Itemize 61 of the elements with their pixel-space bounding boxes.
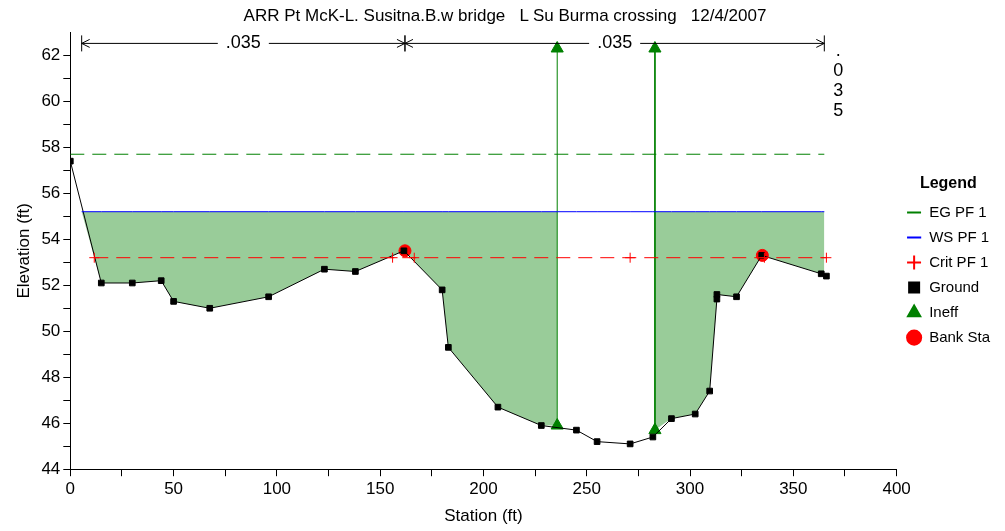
point [97, 279, 105, 287]
point [733, 293, 740, 301]
point [817, 270, 825, 278]
point [438, 286, 446, 294]
point [593, 438, 601, 445]
point [321, 265, 328, 273]
point [537, 422, 545, 429]
x-tick-label: 50 [164, 479, 184, 499]
point [352, 268, 359, 275]
y-tick-label: 48 [41, 366, 61, 386]
y-tick-label: 54 [41, 228, 61, 248]
y-tick-label: 58 [41, 137, 61, 157]
y-tick-label: 52 [41, 274, 61, 294]
point [758, 252, 770, 264]
point [624, 252, 636, 264]
x-tick-label: 300 [675, 479, 705, 499]
x-tick-label: 0 [65, 479, 76, 499]
point [713, 291, 721, 298]
point [88, 252, 100, 264]
legend-title: Legend [919, 174, 977, 192]
y-tick-label: 60 [41, 91, 61, 111]
point [445, 344, 452, 351]
y-tick-label: 44 [41, 458, 61, 478]
point [823, 272, 830, 280]
point [387, 252, 399, 264]
point [706, 387, 713, 395]
legend-label: Ground [929, 277, 980, 295]
x-tick-label: 350 [779, 479, 808, 499]
point [649, 433, 657, 441]
legend-label: Bank Sta [929, 327, 991, 345]
legend-label: Ineff [929, 302, 959, 320]
point [408, 252, 420, 264]
annotation: .035 [225, 32, 261, 53]
point [157, 277, 165, 285]
y-tick-label: 56 [41, 183, 61, 203]
point [128, 279, 136, 287]
x-tick-label: 400 [882, 479, 911, 499]
x-axis-title: Station (ft) [444, 506, 523, 526]
point [494, 403, 502, 411]
point [265, 293, 272, 301]
annotation: .035 [597, 32, 633, 53]
point [573, 426, 580, 434]
x-tick-label: 100 [262, 479, 292, 499]
point [206, 304, 214, 312]
legend-label: Crit PF 1 [929, 252, 989, 270]
point [170, 298, 177, 305]
point [668, 415, 675, 422]
annotation: .035 [833, 40, 844, 121]
y-tick-label: 46 [41, 412, 61, 432]
legend-label: WS PF 1 [929, 227, 990, 245]
y-axis-title: Elevation (ft) [13, 203, 33, 299]
point [626, 440, 634, 448]
x-tick-label: 250 [572, 479, 601, 499]
x-tick-label: 200 [469, 479, 498, 499]
chart-title: ARR Pt McK-L. Susitna.B.w bridge L Su Burma crossing 12/4/2007 [243, 5, 767, 25]
legend-label: EG PF 1 [929, 202, 987, 220]
point [820, 252, 832, 264]
y-tick-label: 62 [41, 45, 61, 65]
x-tick-label: 150 [365, 479, 395, 499]
point [691, 410, 699, 418]
y-tick-label: 50 [41, 320, 61, 340]
